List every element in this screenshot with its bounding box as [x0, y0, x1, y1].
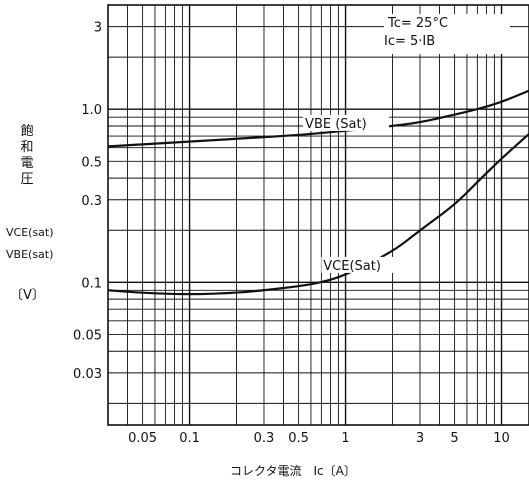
y-tick-label: 3	[94, 21, 102, 36]
condition-bg	[384, 14, 510, 54]
y-tick-labels: 3 1.0 0.5 0.3 0.1 0.05 0.03	[73, 21, 102, 382]
plot-frame	[107, 4, 529, 426]
x-tick-label: 0.3	[254, 431, 275, 446]
x-tick-label: 5	[450, 431, 458, 446]
y-tick-label: 0.1	[81, 276, 102, 291]
condition-tc: Tc= 25°C	[388, 16, 449, 31]
annotations: VBE (Sat) VCE(Sat)	[303, 14, 510, 274]
grid	[107, 4, 529, 425]
y-axis-label-vce: VCE(sat)	[6, 226, 54, 239]
series-label-bg	[303, 114, 390, 131]
y-axis-label-vbe: VBE(sat)	[6, 248, 54, 261]
series-label-bg	[321, 256, 408, 273]
y-axis-label-jp: 飽和電圧	[20, 124, 34, 187]
y-tick-label: 0.5	[81, 155, 102, 170]
series-label: VBE (Sat)	[305, 117, 367, 132]
x-tick-label: 1	[341, 431, 349, 446]
series-line-vce-sat	[107, 133, 529, 296]
x-tick-label: 0.5	[288, 431, 309, 446]
series-label: VCE(Sat)	[323, 259, 381, 274]
x-tick-labels: 0.05 0.1 0.3 0.5 1 3 5 10	[128, 431, 510, 446]
x-axis-label: コレクタ電流 Ic〔A〕	[230, 464, 356, 478]
y-axis-label-unit: 〔V〕	[10, 288, 45, 303]
x-tick-label: 3	[416, 431, 424, 446]
y-tick-label: 0.03	[73, 367, 102, 382]
condition-ic: Ic= 5·IB	[384, 34, 436, 49]
x-tick-label: 10	[493, 431, 510, 446]
y-tick-label: 0.3	[81, 194, 102, 209]
y-tick-label: 1.0	[81, 103, 102, 118]
x-tick-label: 0.1	[179, 431, 200, 446]
x-tick-label: 0.05	[128, 431, 157, 446]
y-tick-label: 0.05	[73, 328, 102, 343]
